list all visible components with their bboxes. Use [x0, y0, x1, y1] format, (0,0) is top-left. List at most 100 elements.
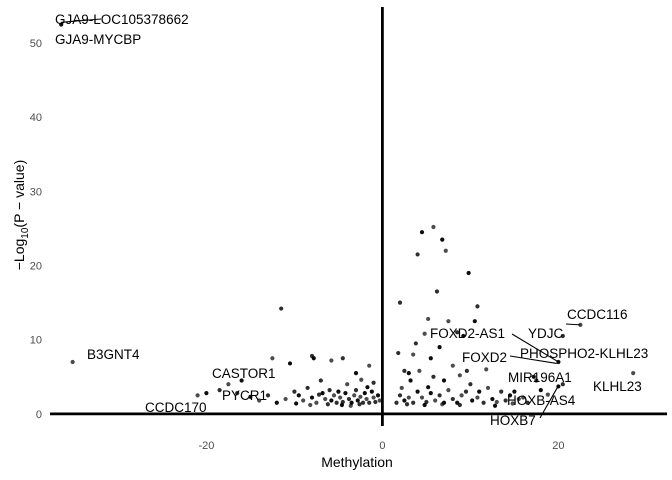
data-point: [367, 363, 372, 368]
data-point: [358, 394, 363, 399]
y-tick-label: 50: [30, 38, 42, 50]
data-point: [369, 389, 374, 394]
data-point: [371, 380, 376, 385]
gene-label: CASTOR1: [212, 366, 276, 381]
data-point: [359, 377, 364, 382]
data-point: [375, 393, 381, 398]
data-point: [406, 395, 411, 400]
data-point: [360, 400, 366, 405]
data-point: [468, 382, 473, 387]
data-point: [463, 389, 469, 394]
data-point: [396, 350, 401, 356]
y-axis-title-subscript: 10: [20, 227, 31, 239]
gene-label: PYCR1: [222, 388, 267, 403]
data-point: [270, 356, 275, 361]
data-point: [512, 389, 517, 394]
data-point: [367, 400, 372, 405]
data-point: [475, 304, 480, 309]
data-point: [318, 378, 323, 383]
data-point: [437, 393, 442, 398]
gene-label: FOXD2: [462, 350, 507, 365]
data-point: [481, 400, 486, 405]
x-tick-label: 0: [379, 440, 385, 452]
data-point: [226, 382, 231, 387]
y-tick-label: 10: [30, 335, 42, 347]
data-point: [301, 398, 306, 403]
data-point: [404, 402, 410, 407]
gene-label: B3GNT4: [87, 347, 140, 362]
data-point: [70, 359, 75, 365]
data-point: [394, 400, 399, 405]
data-point: [346, 396, 352, 402]
data-point: [325, 402, 330, 407]
data-point: [499, 389, 504, 394]
data-point: [294, 401, 299, 406]
data-point: [516, 396, 521, 402]
data-point: [475, 395, 480, 400]
data-point: [397, 300, 403, 305]
data-point: [419, 230, 425, 235]
data-point: [296, 393, 301, 398]
gene-labels: GJA9-LOC105378662 GJA9-MYCBP B3GNT4 CASTOR1…: [55, 12, 648, 428]
y-tick-label: 30: [30, 186, 42, 198]
y-tick-label: 0: [36, 409, 42, 421]
data-point: [314, 400, 319, 405]
data-point: [446, 388, 451, 393]
y-axis-title: −Log10(P − value): [11, 160, 31, 271]
data-point: [402, 398, 407, 403]
gene-label: YDJC: [528, 326, 564, 341]
data-point: [440, 402, 445, 407]
data-point: [422, 331, 427, 336]
data-point: [265, 393, 271, 398]
data-point: [353, 370, 359, 376]
gene-label: CCDC116: [567, 307, 628, 322]
data-point: [345, 382, 350, 387]
data-point: [327, 388, 332, 393]
data-point: [309, 395, 315, 400]
reference-lines: [50, 7, 667, 426]
data-point: [443, 248, 448, 253]
data-point: [248, 394, 253, 399]
data-points: [59, 22, 636, 408]
gene-label: GJA9-MYCBP: [55, 32, 141, 47]
data-point: [399, 385, 404, 391]
data-point: [431, 224, 436, 230]
data-point: [446, 319, 451, 324]
data-point: [441, 378, 447, 383]
data-point: [461, 333, 466, 339]
data-point: [287, 361, 293, 366]
x-tick-label: 20: [552, 440, 564, 452]
data-point: [472, 319, 477, 324]
data-point: [507, 393, 513, 398]
data-point: [490, 396, 495, 402]
data-point: [417, 368, 422, 373]
gene-label: GJA9-LOC105378662: [55, 12, 189, 27]
data-point: [426, 316, 431, 322]
data-point: [422, 402, 427, 408]
data-point: [521, 395, 526, 400]
data-point: [334, 400, 339, 405]
data-point: [531, 374, 536, 379]
data-point: [362, 391, 367, 396]
x-tick-label: -20: [198, 440, 214, 452]
gene-label: MIR196A1: [508, 370, 572, 385]
gene-label-connector: [539, 385, 559, 419]
gene-label-connector: [61, 18, 102, 23]
data-point: [631, 370, 636, 376]
data-point: [426, 385, 431, 390]
y-tick-label: 40: [30, 112, 42, 124]
data-point: [450, 396, 455, 402]
data-point: [340, 356, 345, 361]
data-point: [402, 368, 407, 373]
data-point: [440, 237, 445, 242]
data-point: [455, 330, 460, 335]
data-point: [305, 385, 310, 391]
data-point: [510, 401, 515, 406]
data-point: [408, 378, 413, 383]
data-point: [415, 252, 420, 257]
data-point: [311, 356, 316, 361]
data-point: [320, 391, 325, 396]
data-point: [428, 391, 433, 396]
data-point: [484, 367, 489, 372]
data-point: [365, 385, 370, 390]
